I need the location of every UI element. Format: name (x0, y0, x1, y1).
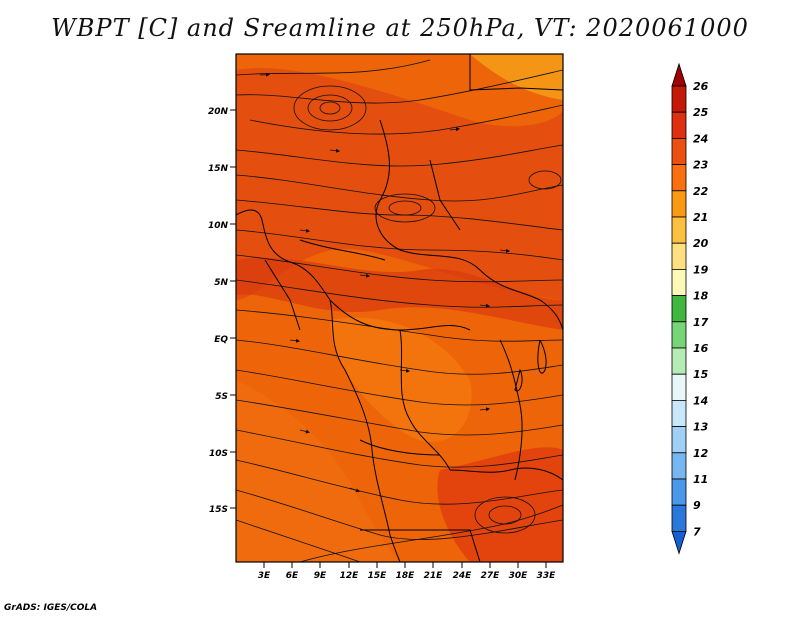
colorbar-label: 26 (693, 80, 709, 93)
colorbar-segment (671, 321, 687, 349)
shaded-field-cool-center (330, 317, 472, 442)
shaded-field-cool-southwest (236, 380, 400, 562)
lat-tick-label: 5S (215, 392, 228, 402)
lat-tick-label: 15S (209, 505, 228, 515)
lon-tick-label: 18E (396, 571, 416, 581)
lat-tick-label: 5N (214, 278, 228, 288)
colorbar-segment (671, 531, 687, 555)
map-frame (235, 53, 564, 563)
colorbar-segment (671, 504, 687, 532)
colorbar-label: 21 (693, 211, 708, 224)
lat-tick-label: 15N (208, 164, 229, 174)
colorbar-segment (671, 452, 687, 480)
lon-tick-label: 27E (481, 571, 501, 581)
colorbar-segment (671, 62, 687, 87)
lat-tick-label: 10S (209, 449, 228, 459)
lon-tick-label: 12E (340, 571, 360, 581)
colorbar-label: 19 (693, 263, 709, 276)
colorbar-label: 15 (693, 368, 709, 381)
colorbar-label: 22 (693, 185, 709, 198)
colorbar-label: 18 (693, 290, 709, 303)
coastlines-borders (236, 54, 563, 562)
lon-tick-label: 24E (453, 571, 473, 581)
shaded-field-warm-southeast (437, 447, 563, 562)
streamlines (236, 59, 563, 562)
credit-text: GrADS: IGES/COLA (4, 603, 98, 613)
colorbar-segment (671, 111, 687, 139)
colorbar-segment (671, 190, 687, 218)
shaded-field-warm-north (236, 68, 563, 300)
lon-tick-label: 9E (314, 571, 327, 581)
lat-axis: 20N 15N 10N 5N EQ 5S 10S 15S (208, 107, 236, 515)
lat-tick-label: EQ (214, 335, 228, 345)
colorbar-label: 9 (693, 499, 701, 512)
colorbar-segment (671, 216, 687, 244)
colorbar-segment (671, 242, 687, 270)
colorbar: 26 25 24 23 22 21 20 19 18 17 16 15 14 13 12 11 9 7 (671, 62, 709, 555)
shaded-field-warm-band (236, 257, 563, 330)
colorbar-label: 20 (693, 237, 709, 250)
colorbar-segment (671, 137, 687, 165)
colorbar-segment (671, 347, 687, 375)
lon-tick-label: 30E (509, 571, 529, 581)
lon-tick-label: 15E (368, 571, 388, 581)
colorbar-label: 25 (693, 106, 709, 119)
colorbar-segment (671, 399, 687, 427)
colorbar-label: 7 (693, 525, 701, 538)
colorbar-label: 13 (693, 421, 709, 434)
lon-tick-label: 3E (258, 571, 271, 581)
colorbar-label: 24 (693, 132, 708, 145)
lon-axis: 3E 6E 9E 12E 15E 18E 21E 24E 27E 30E 33E (258, 562, 556, 581)
colorbar-segment (671, 85, 687, 113)
colorbar-label: 12 (693, 447, 709, 460)
lat-tick-label: 20N (208, 107, 229, 117)
colorbar-segment (671, 478, 687, 506)
colorbar-segment (671, 373, 687, 401)
colorbar-label: 17 (693, 316, 709, 329)
colorbar-segment (671, 426, 687, 454)
colorbar-label: 11 (693, 473, 708, 486)
lat-tick-label: 10N (208, 221, 229, 231)
lon-tick-label: 33E (537, 571, 557, 581)
colorbar-label: 16 (693, 342, 709, 355)
colorbar-label: 23 (693, 159, 709, 172)
colorbar-label: 14 (693, 394, 708, 407)
lon-tick-label: 6E (286, 571, 299, 581)
colorbar-segment (671, 295, 687, 323)
map-panel (236, 54, 563, 562)
colorbar-segment (671, 164, 687, 192)
lon-tick-label: 21E (424, 571, 444, 581)
streamline-arrows (259, 72, 510, 493)
colorbar-segment (671, 268, 687, 296)
chart-title: WBPT [C] and Sreamline at 250hPa, VT: 20… (51, 14, 749, 42)
